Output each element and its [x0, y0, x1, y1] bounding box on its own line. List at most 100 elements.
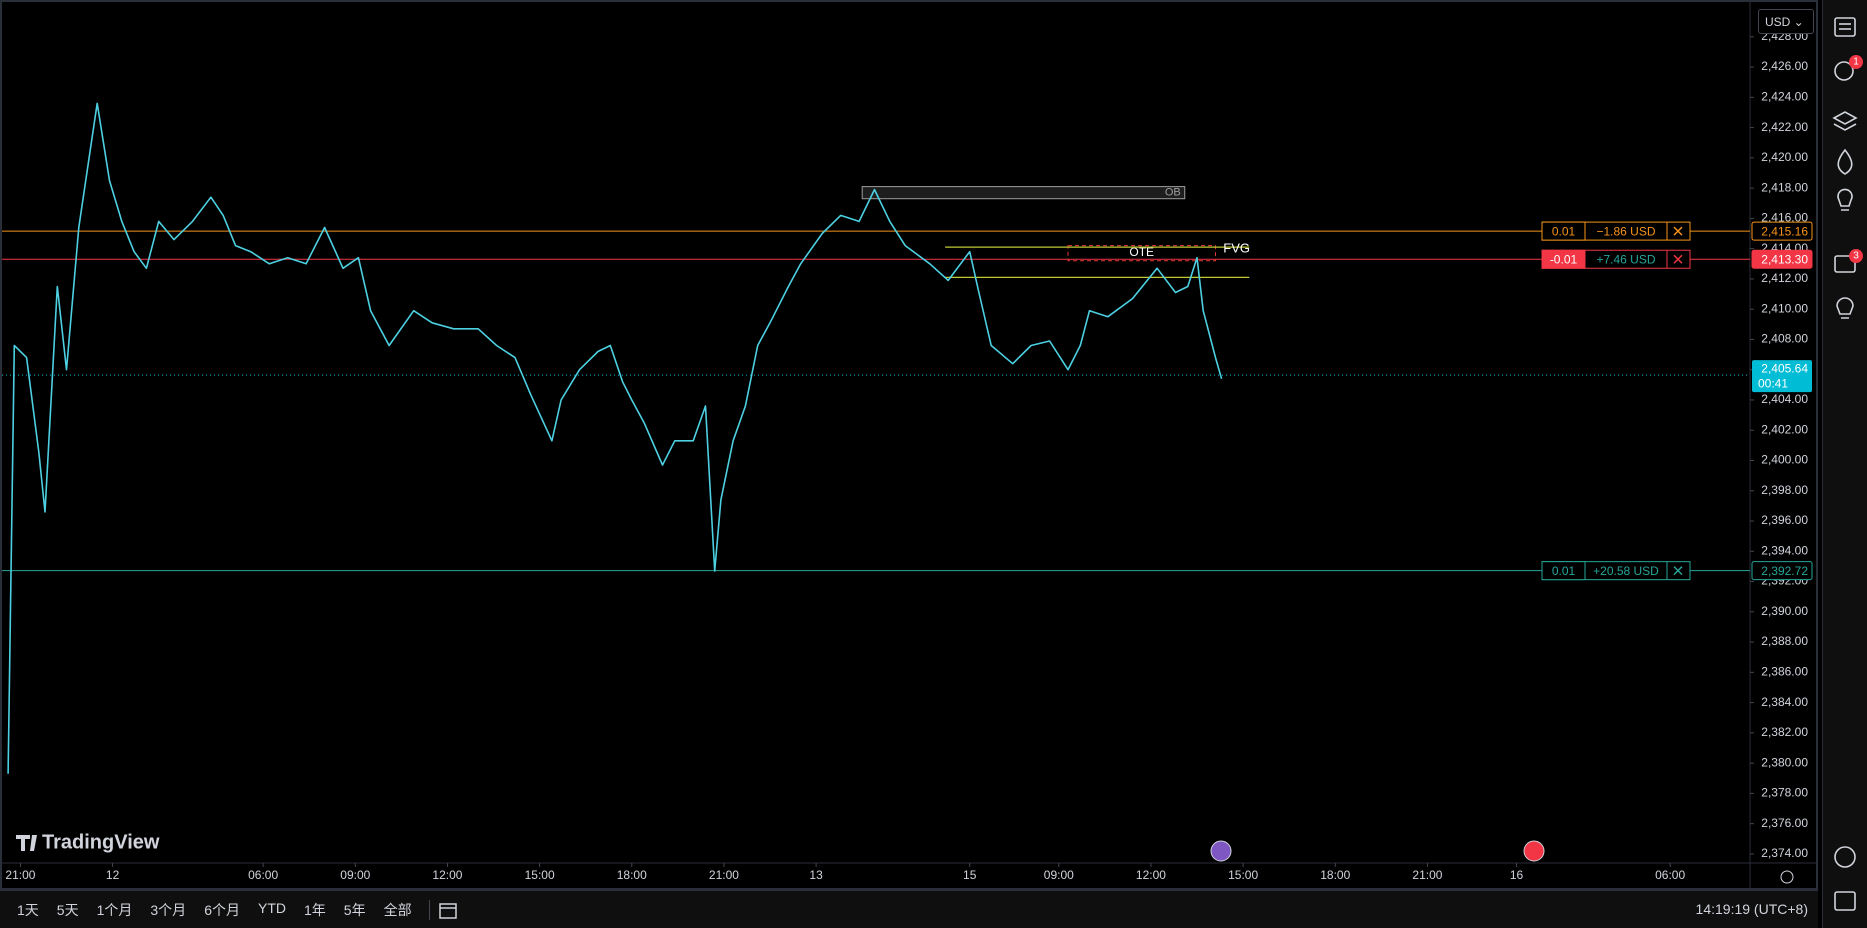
alarm-icon[interactable]: [1834, 61, 1854, 81]
range-button[interactable]: 1天: [17, 901, 39, 918]
range-button[interactable]: 6个月: [204, 901, 240, 918]
x-tick-label: 21:00: [1412, 868, 1442, 882]
y-tick-label: 2,376.00: [1761, 816, 1808, 830]
y-tick-label: 2,378.00: [1761, 786, 1808, 800]
last-price-label: 2,405.64: [1761, 361, 1808, 375]
x-tick-label: 15:00: [1228, 868, 1258, 882]
x-tick-label: 12:00: [1136, 868, 1166, 882]
range-button[interactable]: 5天: [56, 901, 79, 918]
price-line: [7, 102, 1223, 774]
badge-count: 1: [1853, 57, 1859, 68]
y-tick-label: 2,408.00: [1761, 332, 1808, 346]
right-sidebar: 1 3: [1822, 0, 1867, 928]
zone: [1067, 245, 1216, 262]
y-tick-label: 2,374.00: [1761, 846, 1808, 860]
price-badge-label: 2,392.72: [1761, 564, 1808, 578]
chat-icon[interactable]: [1834, 255, 1856, 273]
order-qty: 0.01: [1552, 564, 1576, 578]
order-qty: 0.01: [1552, 224, 1576, 238]
countdown: 00:41: [1758, 376, 1788, 390]
date-range-icon[interactable]: [438, 900, 460, 920]
y-tick-label: 2,412.00: [1761, 271, 1808, 285]
event-icon: [1210, 840, 1232, 862]
y-tick-label: 2,388.00: [1761, 634, 1808, 648]
qty-box: [1541, 221, 1586, 241]
order-pnl: +7.46 USD: [1596, 252, 1655, 266]
price-badge: [1751, 249, 1813, 269]
separator: [428, 899, 430, 920]
calendar-icon[interactable]: [1834, 891, 1856, 911]
range-button[interactable]: YTD: [257, 899, 286, 916]
y-tick-label: 2,394.00: [1761, 543, 1808, 557]
y-tick-label: 2,416.00: [1761, 211, 1808, 225]
order-pnl: −1.86 USD: [1596, 224, 1655, 238]
last-price-badge: [1752, 360, 1812, 393]
x-tick-label: 21:00: [709, 868, 739, 882]
zone-label: OTE: [1129, 245, 1154, 259]
x-tick-label: 12:00: [432, 868, 462, 882]
layers-icon[interactable]: [1832, 111, 1858, 131]
price-badge: [1751, 221, 1813, 241]
order-label[interactable]: -0.01 +7.46 USD: [1541, 249, 1691, 269]
x-tick-label: 18:00: [617, 868, 647, 882]
x-tick-label: 13: [809, 868, 823, 882]
y-tick-label: 2,418.00: [1761, 180, 1808, 194]
chart-panel: 2,374.00 2,376.00 2,378.00 2,380.00 2,382.00…: [0, 0, 1818, 890]
range-buttons: 1天 5天 1个月 3个月 6个月 YTD 1年 5年 全部: [0, 900, 421, 920]
range-button[interactable]: 3个月: [150, 901, 187, 918]
y-tick-label: 2,384.00: [1761, 695, 1808, 709]
order-pnl: +20.58 USD: [1593, 564, 1659, 578]
price-badge-label: 2,413.30: [1761, 252, 1808, 266]
y-tick-label: 2,400.00: [1761, 453, 1808, 467]
zone-label: FVG: [1223, 241, 1250, 256]
range-button[interactable]: 1年: [303, 901, 326, 918]
menu-icon[interactable]: [1834, 17, 1856, 37]
close-icon: [1673, 254, 1683, 264]
y-tick-label: 2,386.00: [1761, 665, 1808, 679]
clock: 14:19:19 (UTC+8): [1695, 901, 1808, 917]
x-tick-label: 18:00: [1320, 868, 1350, 882]
price-badge: [1751, 561, 1813, 581]
settings-icon: [1780, 870, 1794, 884]
x-tick-label: 09:00: [1044, 868, 1074, 882]
target-icon[interactable]: [1834, 846, 1856, 868]
y-tick-label: 2,396.00: [1761, 513, 1808, 527]
x-tick-label: 06:00: [248, 868, 278, 882]
hot-icon[interactable]: [1837, 148, 1853, 175]
range-button[interactable]: 全部: [383, 901, 412, 918]
badge: [1849, 55, 1863, 69]
order-label[interactable]: 0.01 −1.86 USD: [1541, 221, 1691, 241]
drawings: OB OTE FVG: [861, 186, 1250, 278]
currency: USD: [1765, 15, 1791, 29]
idea-icon[interactable]: [1837, 188, 1853, 211]
close-icon: [1673, 226, 1683, 236]
order-label[interactable]: 0.01 +20.58 USD: [1541, 561, 1691, 581]
y-tick-label: 2,382.00: [1761, 725, 1808, 739]
range-button[interactable]: 1个月: [96, 901, 133, 918]
x-tick-label: 15: [963, 868, 977, 882]
y-tick-label: 2,390.00: [1761, 604, 1808, 618]
badge-count: 3: [1853, 251, 1859, 262]
zone: [861, 186, 1186, 200]
x-tick-label: 09:00: [340, 868, 370, 882]
currency-select[interactable]: USD ⌄: [1758, 9, 1814, 34]
tips-icon[interactable]: [1836, 297, 1854, 319]
y-tick-label: 2,420.00: [1761, 150, 1808, 164]
logo-icon: [16, 835, 37, 851]
qty-box: [1541, 561, 1586, 581]
bottom-toolbar: 1天 5天 1个月 3个月 6个月 YTD 1年 5年 全部 14:19:19 (UTC+8): [0, 890, 1818, 928]
x-tick-label: 16: [1510, 868, 1524, 882]
x-tick-label: 06:00: [1655, 868, 1685, 882]
chart: 2,374.00 2,376.00 2,378.00 2,380.00 2,382.00…: [2, 2, 1816, 888]
y-tick-label: 2,422.00: [1761, 120, 1808, 134]
event-icon: [1523, 840, 1545, 862]
brand: TradingView: [42, 831, 160, 853]
qty-box: [1541, 249, 1586, 269]
x-tick-label: 21:00: [5, 868, 35, 882]
x-tick-label: 15:00: [525, 868, 555, 882]
price-badge-label: 2,415.16: [1761, 224, 1808, 238]
range-button[interactable]: 5年: [343, 901, 366, 918]
close-icon: [1673, 566, 1683, 576]
x-tick-label: 12: [106, 868, 120, 882]
